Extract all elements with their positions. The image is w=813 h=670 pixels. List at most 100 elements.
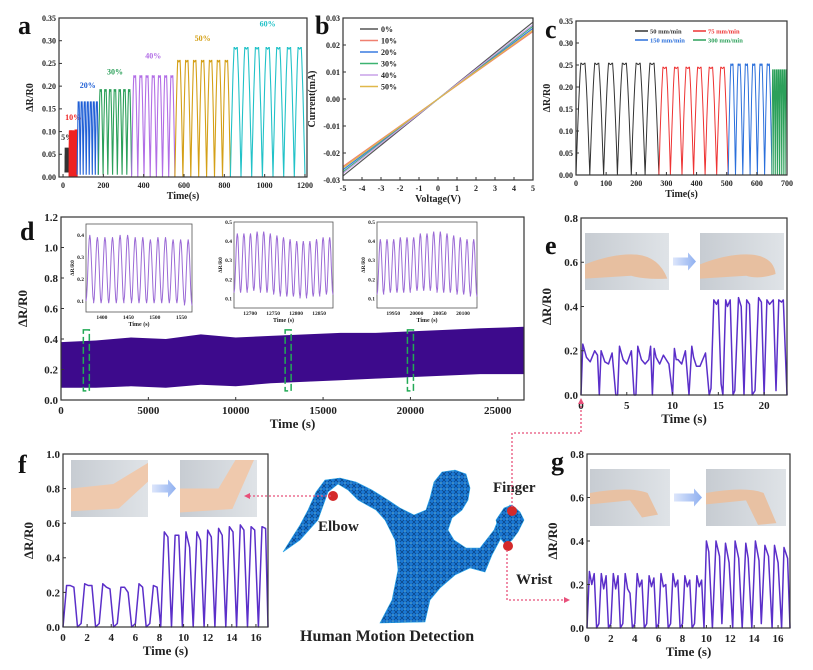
legend-label: 20% xyxy=(381,48,397,57)
y-tick-label: 0.30 xyxy=(559,39,573,48)
y-tick-label: 0.4 xyxy=(44,334,58,346)
x-tick-label: 5 xyxy=(531,184,535,193)
x-tick-label: 200 xyxy=(97,181,109,190)
legend-label: 40% xyxy=(381,71,397,80)
inset-y-axis-label: ΔR/R0 xyxy=(70,260,76,276)
x-tick-label: 1 xyxy=(455,184,459,193)
x-tick-label: 15 xyxy=(713,400,725,412)
x-axis-label: Time (s) xyxy=(661,411,707,426)
inset-x-tick-label: 1500 xyxy=(149,315,160,321)
y-tick-label: 0.4 xyxy=(570,536,584,548)
x-tick-label: 5000 xyxy=(137,405,160,417)
inset-y-tick-label: 0.1 xyxy=(225,296,232,302)
x-tick-label: 25000 xyxy=(484,405,512,417)
x-tick-label: 15000 xyxy=(309,405,337,417)
panel-label: c xyxy=(545,15,557,44)
y-tick-label: 0.30 xyxy=(42,37,56,46)
x-tick-label: 6 xyxy=(133,632,139,644)
inset-y-axis-label: ΔR/R0 xyxy=(218,257,224,273)
x-tick-label: 600 xyxy=(751,179,763,188)
axes-frame xyxy=(58,17,308,178)
inset-y-tick-label: 0.4 xyxy=(225,239,232,245)
finger-marker xyxy=(507,506,517,516)
inset-x-tick-label: 20100 xyxy=(456,311,470,317)
y-tick-label: 0.8 xyxy=(570,449,584,461)
x-tick-label: 0 xyxy=(584,633,590,645)
panel-label: e xyxy=(545,231,557,260)
inset-frame xyxy=(85,223,193,313)
y-tick-label: 0.2 xyxy=(44,364,58,376)
y-tick-label: 0.4 xyxy=(46,553,60,565)
y-tick-label: -0.03 xyxy=(323,176,340,185)
inset-x-tick-label: 1450 xyxy=(123,315,134,321)
connector-wrist xyxy=(506,550,566,601)
y-tick-label: 0.10 xyxy=(559,127,573,136)
legend-label: 30% xyxy=(381,60,397,69)
legend-label: 50 mm/min xyxy=(650,29,682,36)
inset-x-tick-label: 20000 xyxy=(410,311,424,317)
y-tick-label: 0.03 xyxy=(326,14,340,23)
x-axis-label: Time (s) xyxy=(143,643,189,658)
y-tick-label: 0.2 xyxy=(46,587,60,599)
panel-a: 5% 10% 20% 30% 40% 50% 60% 0 200 400 600 800 1000 120… xyxy=(18,11,313,202)
series-label: 30% xyxy=(107,67,123,76)
panel-d: 0 5000 10000 15000 20000 25000 0.0 0.2 0.4 0.6 0.8… xyxy=(15,212,525,431)
y-tick-label: 0.00 xyxy=(42,173,56,182)
y-tick-label: 0.10 xyxy=(42,127,56,136)
y-axis-label: ΔR/R0 xyxy=(25,83,36,112)
x-tick-label: 400 xyxy=(691,179,703,188)
x-tick-label: 14 xyxy=(226,632,238,644)
series-line-10% xyxy=(68,129,78,178)
series-label: 40% xyxy=(145,51,161,60)
y-tick-label: 0.8 xyxy=(564,213,578,225)
y-tick-label: 0.00 xyxy=(326,95,340,104)
connector-finger xyxy=(511,400,582,507)
x-tick-label: 700 xyxy=(781,179,793,188)
x-axis-label: Time(s) xyxy=(167,191,200,202)
hand-shape xyxy=(700,254,776,279)
x-tick-label: -3 xyxy=(378,184,385,193)
x-tick-label: 14 xyxy=(749,633,761,645)
x-axis-label: Time(s) xyxy=(665,189,698,200)
legend-label: 0% xyxy=(381,25,393,34)
inset-y-tick-label: 0.3 xyxy=(225,258,232,264)
arm-shape xyxy=(71,462,148,512)
y-tick-label: 0.0 xyxy=(46,622,60,634)
highlight-box xyxy=(406,329,415,392)
x-tick-label: 0 xyxy=(58,405,64,417)
y-tick-label: 0.6 xyxy=(44,303,58,315)
x-tick-label: 3 xyxy=(493,184,497,193)
x-tick-label: -1 xyxy=(416,184,423,193)
x-tick-label: 10000 xyxy=(222,405,250,417)
x-tick-label: 12 xyxy=(202,632,214,644)
x-tick-label: 100 xyxy=(600,179,612,188)
arm-shape xyxy=(180,460,254,513)
series-line-20% xyxy=(76,101,99,175)
series-line-30% xyxy=(97,89,133,175)
x-tick-label: -5 xyxy=(340,184,347,193)
x-tick-label: 2 xyxy=(608,633,614,645)
series-line-75 mm/min xyxy=(658,66,729,176)
x-tick-label: 4 xyxy=(512,184,516,193)
y-tick-label: 1.0 xyxy=(44,242,58,254)
y-axis-label: ΔR/R0 xyxy=(542,84,553,113)
x-axis-label: Time (s) xyxy=(666,644,712,659)
x-tick-label: 8 xyxy=(157,632,163,644)
connector-finger-arrowhead xyxy=(578,398,584,404)
x-tick-label: 4 xyxy=(632,633,638,645)
x-tick-label: 0 xyxy=(436,184,440,193)
panel-g: 0 2 4 6 8 10 12 14 16 0.0 0.2 0.4 0.6 0.8 Time (s) ΔR/R… xyxy=(545,447,791,659)
elbow-signal-line xyxy=(62,524,269,628)
inset-x-tick-label: 12850 xyxy=(312,311,326,317)
y-tick-label: 0.0 xyxy=(44,395,58,407)
series-label: 5% xyxy=(61,133,73,142)
y-tick-label: 0.35 xyxy=(42,14,56,23)
y-axis-label: ΔR/R0 xyxy=(539,288,554,325)
y-tick-label: 0.0 xyxy=(570,623,584,635)
panel-f: 0 2 4 6 8 10 12 14 16 0.0 0.2 0.4 0.6 0.8 1.0 Time (s) Δ… xyxy=(18,449,269,658)
x-tick-label: 2 xyxy=(474,184,478,193)
panel-label: f xyxy=(18,450,27,479)
y-tick-label: -0.01 xyxy=(323,122,340,131)
panel-c: 50 mm/min 75 mm/min 150 mm/min 300 mm/min 0 1… xyxy=(542,15,793,200)
x-axis-label: Voltage(V) xyxy=(415,194,461,205)
